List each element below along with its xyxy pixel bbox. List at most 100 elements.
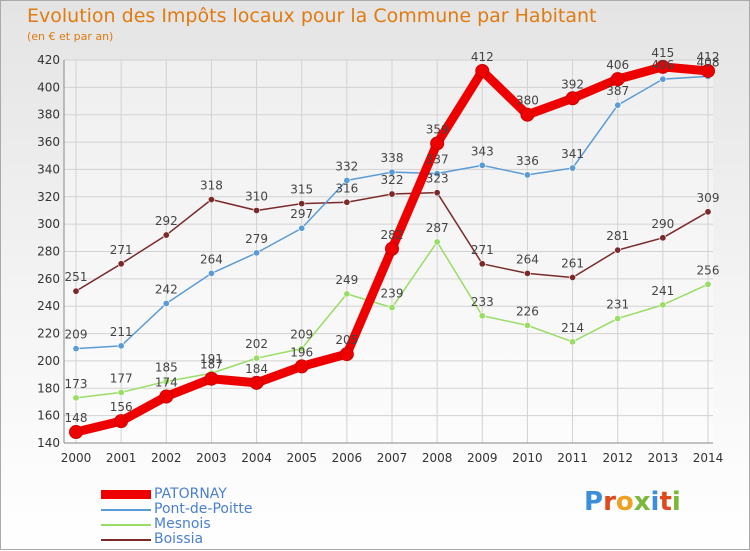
data-label: 387 — [606, 84, 629, 98]
data-point — [162, 231, 170, 239]
logo-letter: t — [659, 487, 672, 517]
data-label: 309 — [697, 191, 720, 205]
legend: PATORNAY Pont-de-Poitte Mesnois Boissia — [101, 486, 321, 547]
x-tick-label: 2003 — [196, 451, 227, 465]
data-point — [253, 249, 261, 257]
data-point — [478, 312, 486, 320]
data-label: 264 — [516, 252, 539, 266]
x-tick-label: 2013 — [648, 451, 679, 465]
data-point — [478, 260, 486, 268]
data-label: 316 — [335, 181, 358, 195]
y-tick-label: 320 — [37, 190, 60, 204]
x-tick-label: 2009 — [467, 451, 498, 465]
data-point — [207, 269, 215, 277]
data-point — [117, 388, 125, 396]
data-point — [117, 342, 125, 350]
x-tick-label: 2002 — [151, 451, 182, 465]
data-point — [253, 206, 261, 214]
data-label: 251 — [65, 270, 88, 284]
data-point — [204, 371, 219, 386]
data-label: 173 — [65, 377, 88, 391]
data-label: 323 — [426, 172, 449, 186]
y-tick-label: 200 — [37, 354, 60, 368]
data-point — [388, 190, 396, 198]
data-label: 202 — [245, 337, 268, 351]
data-label: 226 — [516, 304, 539, 318]
y-tick-label: 220 — [37, 327, 60, 341]
y-tick-label: 420 — [37, 53, 60, 67]
y-tick-label: 160 — [37, 409, 60, 423]
logo-letter: i — [650, 487, 660, 517]
data-point — [72, 287, 80, 295]
y-tick-label: 140 — [37, 436, 60, 450]
data-point — [388, 168, 396, 176]
data-label: 281 — [606, 229, 629, 243]
data-label: 318 — [200, 179, 223, 193]
data-label: 187 — [200, 358, 223, 372]
data-label: 177 — [110, 371, 133, 385]
data-point — [475, 63, 490, 78]
data-point — [523, 171, 531, 179]
data-point — [162, 377, 170, 385]
data-point — [433, 170, 441, 178]
data-label: 148 — [65, 411, 88, 425]
data-label: 412 — [697, 50, 720, 64]
data-label: 271 — [471, 243, 494, 257]
data-label: 282 — [381, 228, 404, 242]
y-tick-label: 380 — [37, 108, 60, 122]
data-point — [385, 241, 399, 256]
data-label: 408 — [697, 55, 720, 69]
data-point — [249, 375, 264, 390]
x-tick-label: 2001 — [106, 451, 137, 465]
data-label: 185 — [155, 360, 178, 374]
data-point — [114, 414, 129, 429]
legend-swatch-patornay — [101, 490, 151, 499]
data-label: 292 — [155, 214, 178, 228]
data-label: 406 — [606, 58, 629, 72]
data-label: 174 — [155, 375, 178, 389]
legend-item-patornay: PATORNAY — [101, 486, 321, 502]
data-point — [614, 315, 622, 323]
data-label: 287 — [426, 221, 449, 235]
data-point — [704, 208, 712, 216]
x-tick-label: 2005 — [286, 451, 317, 465]
x-tick-label: 2011 — [557, 451, 588, 465]
data-label: 264 — [200, 252, 223, 266]
data-point — [72, 394, 80, 402]
x-tick-label: 2012 — [602, 451, 633, 465]
data-point — [433, 189, 441, 197]
data-point — [614, 101, 622, 109]
y-tick-label: 400 — [37, 80, 60, 94]
data-point — [659, 234, 667, 242]
data-point — [614, 246, 622, 254]
data-point — [565, 91, 580, 106]
data-label: 214 — [561, 321, 584, 335]
data-point — [704, 280, 712, 288]
logo-letter: o — [615, 487, 634, 517]
data-label: 205 — [335, 333, 358, 347]
data-point — [569, 273, 577, 281]
data-point — [659, 301, 667, 309]
data-label: 315 — [290, 183, 313, 197]
data-point — [343, 290, 351, 298]
legend-swatch-boissia — [101, 539, 151, 541]
data-point — [523, 269, 531, 277]
data-label: 359 — [426, 122, 449, 136]
x-tick-label: 2008 — [422, 451, 453, 465]
data-label: 310 — [245, 189, 268, 203]
data-point — [659, 75, 667, 83]
data-label: 343 — [471, 144, 494, 158]
data-point — [343, 176, 351, 184]
data-label: 196 — [290, 345, 313, 359]
data-point — [298, 200, 306, 208]
data-label: 337 — [426, 153, 449, 167]
data-label: 412 — [471, 50, 494, 64]
data-label: 156 — [110, 400, 133, 414]
legend-label-patornay: PATORNAY — [154, 486, 227, 502]
data-label: 211 — [110, 325, 133, 339]
data-label: 392 — [561, 77, 584, 91]
y-tick-label: 280 — [37, 245, 60, 259]
data-label: 184 — [245, 362, 268, 376]
data-point — [339, 347, 354, 362]
data-point — [520, 107, 535, 122]
